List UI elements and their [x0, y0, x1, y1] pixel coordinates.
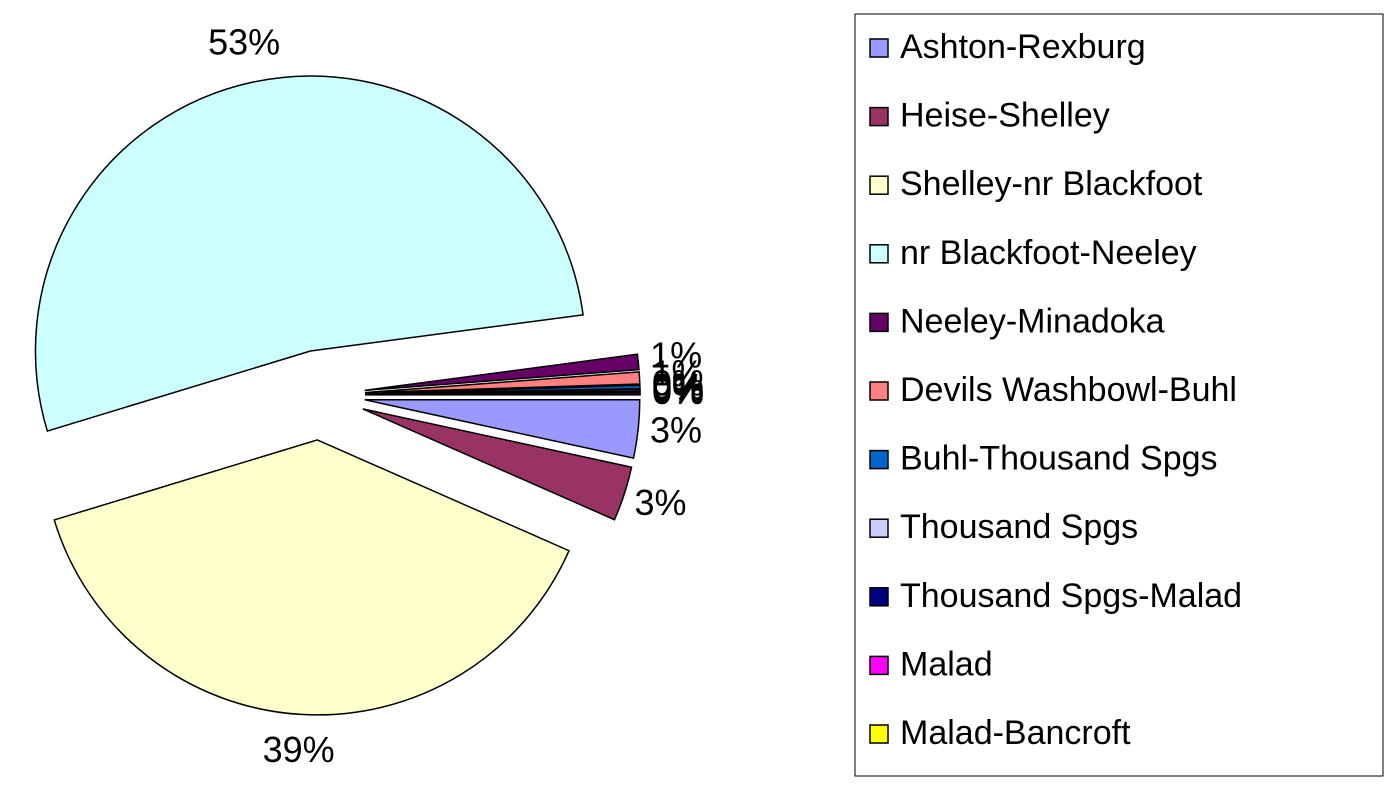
data-label: 1%: [651, 352, 703, 393]
legend-label: Devils Washbowl-Buhl: [900, 371, 1237, 409]
legend-swatch: [869, 381, 889, 401]
legend-swatch: [869, 655, 889, 676]
legend: Ashton-Rexburg Heise-Shelley Shelley-nr Bl…: [869, 28, 1242, 752]
data-label: 53%: [208, 22, 280, 63]
legend-swatch: [869, 175, 889, 195]
legend-label: Malad: [900, 645, 993, 683]
pie-slice: [364, 371, 641, 394]
data-label: 0%: [652, 371, 704, 412]
data-label: 0%: [652, 363, 704, 404]
data-label: 3%: [650, 410, 702, 451]
legend-label: nr Blackfoot-Neeley: [900, 234, 1197, 272]
pie-slice: [364, 399, 641, 459]
legend-label: Buhl-Thousand Spgs: [900, 440, 1218, 478]
legend-swatch: [869, 106, 889, 127]
legend-swatch: [869, 449, 889, 470]
data-label: 0%: [652, 366, 704, 407]
legend-label: Thousand Spgs-Malad: [900, 577, 1242, 615]
data-label: 3%: [634, 482, 686, 523]
legend-label: Thousand Spgs: [900, 508, 1138, 546]
data-label: 1%: [650, 334, 702, 375]
pie-slice: [364, 393, 641, 396]
pie-slice: [53, 439, 570, 716]
pie-slice: [362, 408, 633, 521]
legend-swatch: [869, 244, 889, 264]
pie-slice: [364, 353, 640, 392]
legend-label: Malad-Bancroft: [900, 714, 1131, 752]
legend-label: Ashton-Rexburg: [900, 28, 1146, 66]
legend-swatch: [869, 587, 889, 607]
legend-swatch: [869, 312, 889, 333]
data-label: 0%: [652, 368, 704, 409]
pie: 3%3%39%53%1%1%0%0%0%0%0%: [34, 22, 704, 770]
data-label: 0%: [652, 369, 704, 410]
legend-label: Heise-Shelley: [900, 97, 1110, 135]
legend-label: Shelley-nr Blackfoot: [900, 165, 1203, 203]
legend-swatch: [869, 724, 889, 744]
legend-swatch: [869, 518, 889, 538]
data-label: 39%: [263, 729, 335, 770]
legend-box: [854, 13, 1384, 777]
legend-swatch: [869, 38, 889, 58]
pie-slice: [34, 75, 584, 432]
legend-label: Neeley-Minadoka: [900, 302, 1165, 340]
